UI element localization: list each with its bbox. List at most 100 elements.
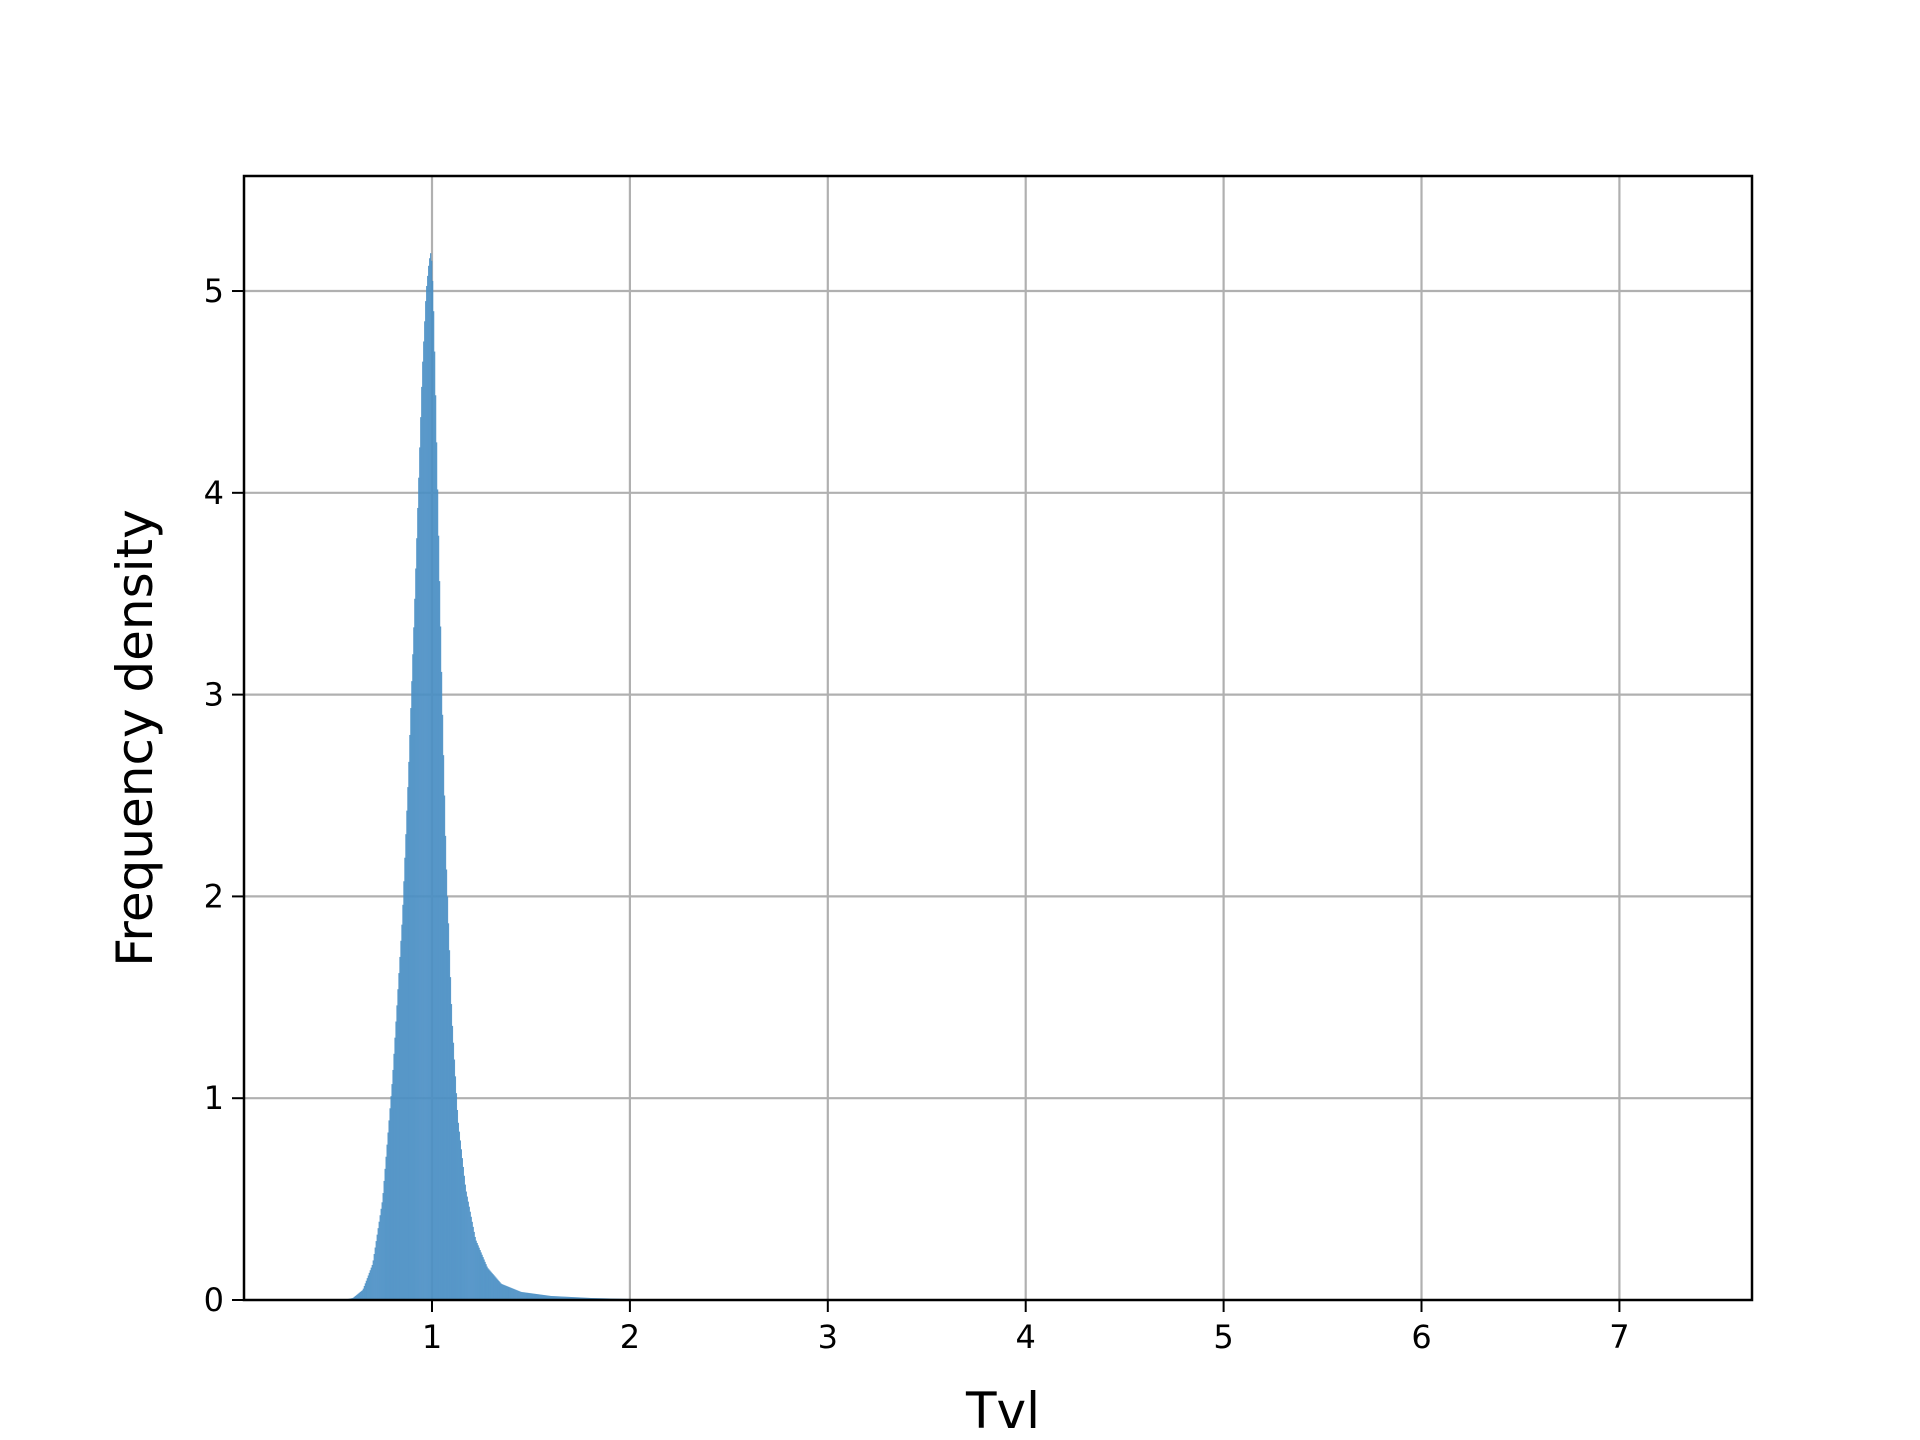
histogram-bar bbox=[508, 1286, 510, 1300]
y-axis-label: Frequency density bbox=[106, 509, 164, 967]
histogram-bar bbox=[430, 253, 432, 1300]
histogram-bar bbox=[433, 351, 436, 1300]
histogram-bar bbox=[423, 341, 425, 1300]
histogram-bar bbox=[444, 835, 447, 1300]
histogram-bar bbox=[386, 1144, 388, 1300]
histogram-bar bbox=[484, 1261, 486, 1300]
histogram-bar bbox=[500, 1283, 502, 1300]
histogram-bar bbox=[554, 1296, 556, 1300]
histogram-bar bbox=[545, 1295, 548, 1300]
histogram-bar bbox=[533, 1293, 536, 1300]
histogram-bar bbox=[527, 1292, 530, 1300]
y-tick-label: 0 bbox=[204, 1281, 224, 1319]
histogram-bar bbox=[547, 1295, 550, 1300]
histogram-bar bbox=[365, 1280, 367, 1300]
histogram-bar bbox=[474, 1236, 476, 1300]
histogram-bar bbox=[530, 1293, 533, 1300]
histogram-bar bbox=[402, 904, 404, 1300]
histogram-bar bbox=[575, 1297, 577, 1300]
histogram-bar bbox=[562, 1296, 564, 1300]
histogram-bar bbox=[541, 1294, 544, 1300]
histogram-bar bbox=[370, 1267, 372, 1300]
histogram-bar bbox=[495, 1277, 497, 1300]
histogram-bar bbox=[376, 1234, 378, 1300]
histogram-bar bbox=[516, 1290, 518, 1300]
histogram-bar bbox=[496, 1278, 498, 1300]
histogram-bar bbox=[479, 1250, 481, 1300]
y-tick-label: 2 bbox=[204, 877, 224, 915]
histogram-bar bbox=[475, 1240, 477, 1300]
histogram-bar bbox=[460, 1149, 462, 1300]
histogram-bar bbox=[472, 1226, 474, 1300]
histogram-bar bbox=[375, 1241, 377, 1300]
histogram-bar bbox=[535, 1294, 538, 1300]
histogram-bar bbox=[382, 1193, 384, 1300]
y-axis-ticks: 0 1 2 3 4 5 bbox=[204, 272, 244, 1319]
histogram-bar bbox=[446, 896, 449, 1300]
histogram-bar bbox=[526, 1292, 528, 1300]
histogram-bar bbox=[445, 869, 448, 1300]
histogram-bar bbox=[553, 1296, 556, 1300]
histogram-bar bbox=[397, 989, 399, 1300]
histogram-bar bbox=[456, 1109, 459, 1300]
histogram-bar bbox=[428, 265, 430, 1300]
histogram-bar bbox=[464, 1184, 466, 1300]
histogram-bar bbox=[534, 1293, 537, 1300]
histogram-bar bbox=[388, 1120, 390, 1300]
histogram-bar bbox=[514, 1289, 516, 1300]
histogram-bar bbox=[442, 755, 445, 1300]
histogram-bar bbox=[452, 1042, 455, 1300]
histogram-bar bbox=[422, 361, 424, 1300]
histogram-bar bbox=[551, 1296, 554, 1300]
histogram-bar bbox=[532, 1293, 535, 1300]
histogram-bar bbox=[419, 447, 421, 1300]
histogram-bar bbox=[441, 714, 444, 1300]
histogram-bar bbox=[408, 761, 410, 1300]
histogram-bar bbox=[528, 1293, 531, 1300]
histogram-bar bbox=[518, 1290, 520, 1300]
histogram-bar bbox=[492, 1274, 494, 1300]
histogram-bar bbox=[368, 1272, 370, 1300]
histogram-bar bbox=[363, 1285, 366, 1300]
histogram-bar bbox=[401, 924, 403, 1300]
histogram-bars bbox=[343, 253, 684, 1301]
histogram-bar bbox=[570, 1296, 572, 1300]
histogram-bar bbox=[459, 1140, 462, 1300]
histogram-bar bbox=[385, 1156, 387, 1300]
histogram-bar bbox=[392, 1069, 394, 1300]
histogram-bar bbox=[373, 1253, 375, 1300]
histogram-bar bbox=[360, 1291, 363, 1300]
histogram-bar bbox=[473, 1231, 475, 1300]
histogram-bar bbox=[451, 1025, 454, 1300]
histogram-bar bbox=[556, 1296, 558, 1300]
histogram-bar bbox=[480, 1252, 482, 1300]
gridlines bbox=[244, 176, 1752, 1300]
histogram-bar bbox=[394, 1037, 396, 1300]
histogram-bar bbox=[374, 1247, 376, 1300]
histogram-bar bbox=[387, 1132, 389, 1300]
histogram-bar bbox=[434, 395, 437, 1300]
histogram-bar bbox=[409, 734, 411, 1300]
histogram-bar bbox=[506, 1286, 508, 1300]
histogram-bar bbox=[572, 1297, 574, 1300]
histogram-bar bbox=[411, 681, 413, 1300]
histogram-bar bbox=[524, 1292, 526, 1300]
histogram-bar bbox=[564, 1296, 566, 1300]
histogram-bar bbox=[448, 950, 451, 1300]
histogram-bar bbox=[521, 1291, 523, 1300]
histogram-bar bbox=[548, 1295, 551, 1300]
y-tick-label: 1 bbox=[204, 1079, 224, 1117]
histogram-bar bbox=[416, 538, 418, 1300]
histogram-bar bbox=[354, 1295, 357, 1300]
histogram-bar bbox=[531, 1293, 534, 1300]
histogram-bar bbox=[520, 1291, 522, 1300]
x-tick-label: 2 bbox=[620, 1318, 640, 1356]
histogram-bar bbox=[424, 321, 426, 1301]
histogram-bar bbox=[455, 1093, 458, 1300]
histogram-bar bbox=[415, 568, 417, 1300]
x-tick-label: 1 bbox=[422, 1318, 442, 1356]
histogram-bar bbox=[574, 1297, 576, 1300]
histogram-bar bbox=[497, 1279, 499, 1300]
histogram-bar bbox=[579, 1297, 581, 1300]
x-tick-label: 6 bbox=[1411, 1318, 1431, 1356]
